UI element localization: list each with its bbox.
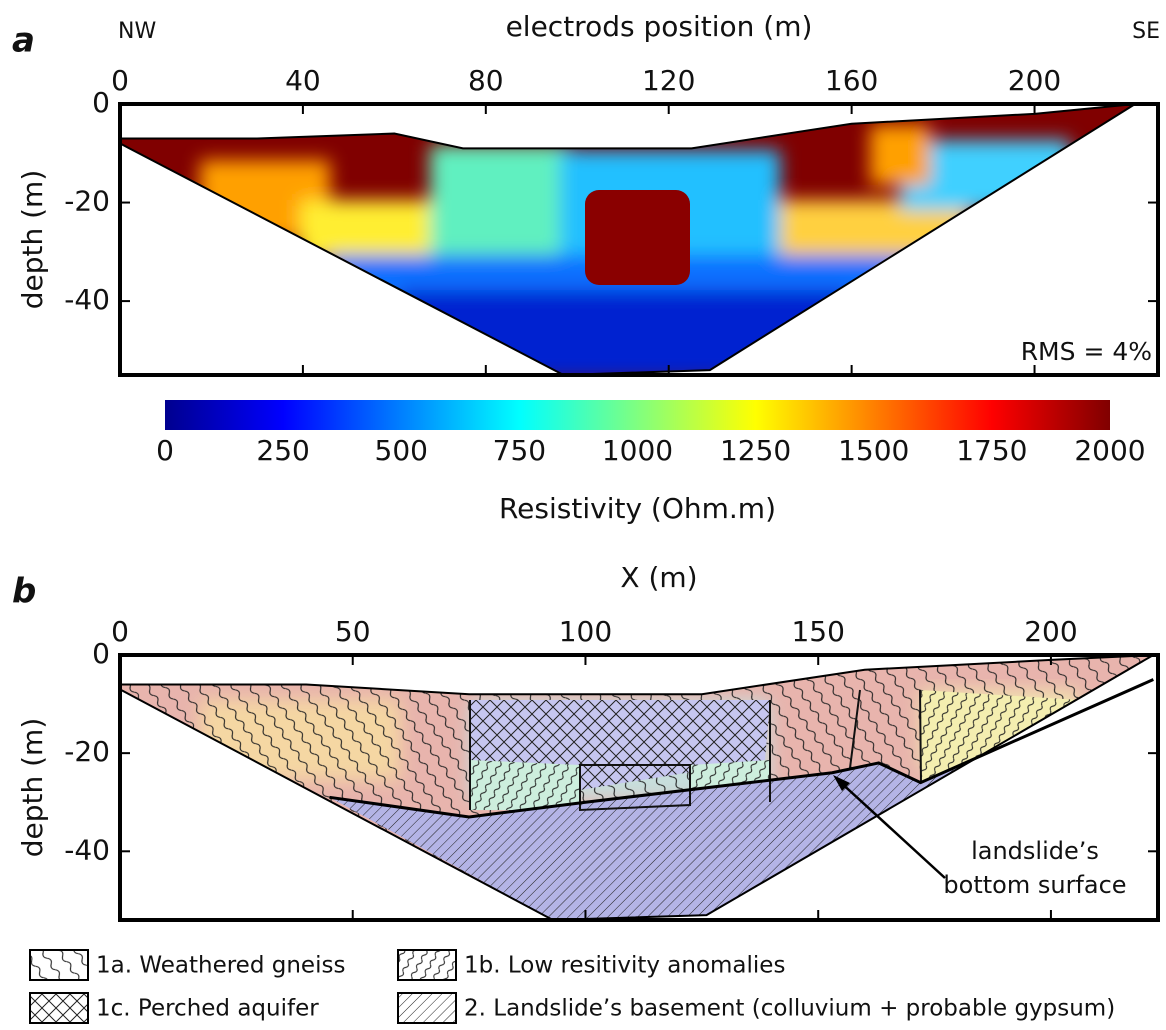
annotation: bottom surface	[943, 871, 1126, 899]
panel-label: b	[12, 572, 36, 612]
y-axis-label: depth (m)	[16, 170, 49, 310]
section-boundary	[119, 103, 1136, 377]
legend-label: 1c. Perched aquifer	[96, 996, 319, 1022]
annotation-arrow	[837, 779, 946, 879]
y-tick-label: -40	[64, 833, 110, 866]
colorbar-tick-label: 250	[256, 434, 309, 467]
colorbar-tick-label: 1500	[838, 434, 909, 467]
colorbar-title: Resistivity (Ohm.m)	[499, 492, 776, 525]
colorbar-tick-label: 750	[493, 434, 546, 467]
colorbar-tick-label: 500	[375, 434, 428, 467]
legend	[29, 949, 457, 1024]
plot-frame	[118, 653, 1160, 922]
panel-label: a	[12, 21, 35, 61]
legend-label: 2. Landslide’s basement (colluvium + pro…	[464, 996, 1115, 1022]
arrow-head	[833, 775, 850, 791]
y-tick-label: 0	[92, 637, 110, 670]
plot-frame	[118, 102, 1160, 377]
x-tick-label: 40	[285, 64, 321, 97]
note: RMS = 4%	[1021, 337, 1152, 366]
x-tick-label: 100	[559, 615, 612, 648]
legend-swatch	[29, 992, 89, 1024]
annotation: landslide’s	[971, 837, 1099, 865]
y-tick-label: -20	[64, 735, 110, 768]
colorbar-tick-label: 0	[156, 434, 174, 467]
x-tick-label: 0	[111, 64, 129, 97]
legend-label: 1b. Low resitivity anomalies	[464, 953, 785, 979]
y-axis-label: depth (m)	[16, 718, 49, 858]
legend-label: 1a. Weathered gneiss	[96, 953, 345, 979]
legend-swatch	[397, 992, 457, 1024]
legend-swatch	[397, 949, 457, 981]
x-tick-label: 120	[642, 64, 695, 97]
x-tick-label: 0	[111, 615, 129, 648]
x-tick-label: 200	[1024, 615, 1077, 648]
y-tick-label: -40	[64, 283, 110, 316]
colorbar-tick-label: 1250	[720, 434, 791, 467]
x-tick-label: 50	[335, 615, 371, 648]
axis-title: electrods position (m)	[506, 10, 813, 43]
axis-title: X (m)	[620, 561, 697, 594]
resistivity-image	[120, 104, 1136, 375]
x-tick-label: 200	[1008, 64, 1061, 97]
y-tick-label: -20	[64, 185, 110, 218]
side-label: SE	[1132, 19, 1160, 44]
bottom-surface	[329, 678, 1154, 819]
x-tick-label: 150	[791, 615, 844, 648]
legend-swatch	[29, 949, 89, 981]
colorbar-tick-label: 1750	[956, 434, 1027, 467]
x-tick-label: 160	[825, 64, 878, 97]
colorbar	[165, 400, 1110, 430]
y-tick-label: 0	[92, 86, 110, 119]
colorbar-tick-label: 1000	[602, 434, 673, 467]
side-label: NW	[118, 19, 156, 44]
x-tick-label: 80	[468, 64, 504, 97]
colorbar-tick-label: 2000	[1074, 434, 1145, 467]
